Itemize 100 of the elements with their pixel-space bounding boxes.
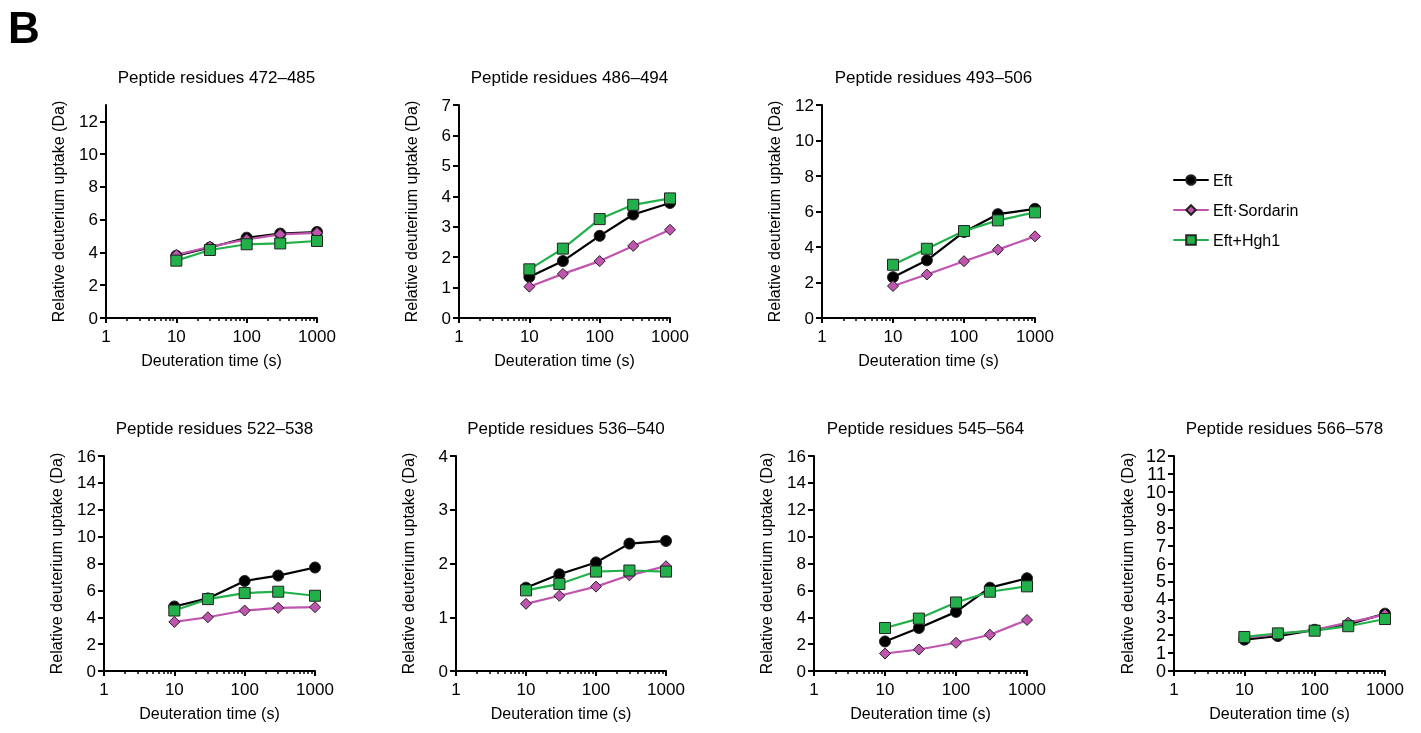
y-tick-label: 8 bbox=[1155, 517, 1166, 538]
legend-label: Eft·Sordarin bbox=[1213, 201, 1299, 219]
y-tick-label: 8 bbox=[804, 166, 814, 186]
x-tick-label: 10 bbox=[519, 327, 539, 346]
chart-title: Peptide residues 493–506 bbox=[834, 68, 1033, 87]
y-tick-label: 0 bbox=[796, 661, 806, 681]
y-tick-label: 12 bbox=[79, 111, 98, 131]
y-tick-label: 2 bbox=[804, 273, 814, 292]
y-tick-label: 0 bbox=[86, 661, 96, 681]
y-tick-label: 1 bbox=[1155, 643, 1166, 664]
y-tick-label: 6 bbox=[86, 580, 96, 600]
x-axis-title: Deuteration time (s) bbox=[490, 704, 632, 722]
y-tick-label: 3 bbox=[1155, 607, 1166, 628]
y-tick-label: 4 bbox=[441, 186, 451, 206]
x-tick-label: 1000 bbox=[1366, 680, 1404, 699]
chart-title: Peptide residues 545–564 bbox=[826, 419, 1025, 438]
x-tick-label: 100 bbox=[232, 327, 261, 346]
y-tick-label: 4 bbox=[88, 242, 98, 262]
y-tick-label: 6 bbox=[1155, 553, 1166, 574]
y-tick-label: 2 bbox=[796, 634, 806, 654]
y-tick-label: 4 bbox=[804, 237, 814, 257]
chart-title: Peptide residues 522–538 bbox=[115, 419, 314, 438]
y-tick-label: 2 bbox=[441, 247, 451, 267]
y-axis-title: Relative deuterium uptake (Da) bbox=[1118, 452, 1136, 675]
x-tick-label: 1000 bbox=[647, 680, 685, 699]
x-tick-label: 1 bbox=[817, 327, 827, 346]
y-axis-title: Relative deuterium uptake (Da) bbox=[47, 452, 65, 675]
x-tick-label: 1000 bbox=[298, 327, 336, 346]
y-tick-label: 12 bbox=[77, 500, 96, 520]
y-tick-label: 10 bbox=[77, 527, 96, 547]
y-axis-title: Relative deuterium uptake (Da) bbox=[399, 452, 417, 675]
x-tick-label: 100 bbox=[1300, 680, 1329, 699]
y-axis-title: Relative deuterium uptake (Da) bbox=[49, 100, 67, 323]
y-tick-label: 8 bbox=[796, 554, 806, 573]
y-tick-label: 2 bbox=[438, 554, 448, 573]
x-tick-label: 100 bbox=[585, 327, 614, 346]
legend-label: Eft+Hgh1 bbox=[1213, 231, 1281, 249]
y-tick-label: 6 bbox=[88, 210, 98, 230]
y-tick-label: 0 bbox=[88, 308, 98, 328]
y-tick-label: 6 bbox=[796, 580, 806, 600]
x-tick-label: 10 bbox=[164, 680, 184, 699]
y-tick-label: 7 bbox=[441, 95, 451, 115]
chart-title: Peptide residues 536–540 bbox=[467, 419, 665, 438]
y-tick-label: 5 bbox=[441, 156, 451, 176]
x-tick-label: 100 bbox=[230, 680, 259, 699]
x-tick-label: 1 bbox=[454, 327, 464, 346]
y-tick-label: 8 bbox=[86, 554, 96, 573]
x-tick-label: 10 bbox=[516, 680, 536, 699]
y-tick-label: 6 bbox=[441, 125, 451, 145]
y-tick-label: 8 bbox=[88, 177, 98, 197]
x-tick-label: 1000 bbox=[1016, 327, 1054, 346]
y-tick-label: 16 bbox=[787, 446, 806, 466]
y-tick-label: 2 bbox=[88, 275, 98, 295]
y-tick-label: 10 bbox=[795, 131, 814, 150]
y-tick-label: 16 bbox=[77, 446, 96, 466]
x-tick-label: 100 bbox=[581, 680, 611, 699]
x-tick-label: 10 bbox=[1234, 680, 1254, 699]
x-axis-title: Deuteration time (s) bbox=[494, 351, 635, 369]
y-tick-label: 12 bbox=[1145, 446, 1166, 466]
y-tick-label: 1 bbox=[438, 607, 448, 627]
x-tick-label: 1000 bbox=[296, 680, 334, 699]
x-tick-label: 10 bbox=[883, 327, 903, 346]
y-tick-label: 9 bbox=[1155, 499, 1166, 520]
x-tick-label: 1 bbox=[1169, 680, 1179, 699]
y-axis-title: Relative deuterium uptake (Da) bbox=[765, 100, 783, 323]
y-tick-label: 2 bbox=[1155, 625, 1166, 646]
y-tick-label: 14 bbox=[787, 473, 806, 493]
x-tick-label: 1000 bbox=[651, 327, 689, 346]
x-axis-title: Deuteration time (s) bbox=[139, 704, 280, 722]
x-axis-title: Deuteration time (s) bbox=[1209, 704, 1350, 722]
x-tick-label: 10 bbox=[166, 327, 186, 346]
y-axis-title: Relative deuterium uptake (Da) bbox=[757, 452, 775, 675]
y-tick-label: 4 bbox=[438, 446, 448, 466]
x-axis-title: Deuteration time (s) bbox=[850, 704, 991, 722]
y-tick-label: 0 bbox=[804, 308, 814, 328]
y-tick-label: 1 bbox=[441, 278, 451, 298]
y-tick-label: 4 bbox=[1155, 589, 1166, 610]
y-tick-label: 10 bbox=[787, 527, 806, 547]
y-tick-label: 0 bbox=[441, 308, 451, 328]
chart-title: Peptide residues 566–578 bbox=[1185, 419, 1384, 438]
y-tick-label: 4 bbox=[86, 607, 96, 627]
legend-label: Eft bbox=[1213, 171, 1234, 189]
x-axis-title: Deuteration time (s) bbox=[858, 351, 999, 369]
y-tick-label: 14 bbox=[77, 473, 96, 493]
x-axis-title: Deuteration time (s) bbox=[141, 351, 282, 369]
y-axis-title: Relative deuterium uptake (Da) bbox=[402, 100, 420, 323]
chart-title: Peptide residues 486–494 bbox=[470, 68, 669, 87]
y-tick-label: 12 bbox=[795, 95, 814, 115]
text: B bbox=[8, 2, 40, 54]
y-tick-label: 10 bbox=[79, 144, 98, 164]
y-tick-label: 12 bbox=[787, 500, 806, 520]
x-tick-label: 1 bbox=[101, 327, 111, 346]
y-tick-label: 3 bbox=[441, 217, 451, 237]
y-tick-label: 2 bbox=[86, 634, 96, 654]
y-tick-label: 11 bbox=[1147, 463, 1166, 484]
x-tick-label: 10 bbox=[875, 680, 895, 699]
y-tick-label: 7 bbox=[1155, 535, 1166, 556]
y-tick-label: 6 bbox=[804, 202, 814, 221]
chart-title: Peptide residues 472–485 bbox=[117, 68, 316, 87]
y-tick-label: 4 bbox=[796, 607, 806, 627]
